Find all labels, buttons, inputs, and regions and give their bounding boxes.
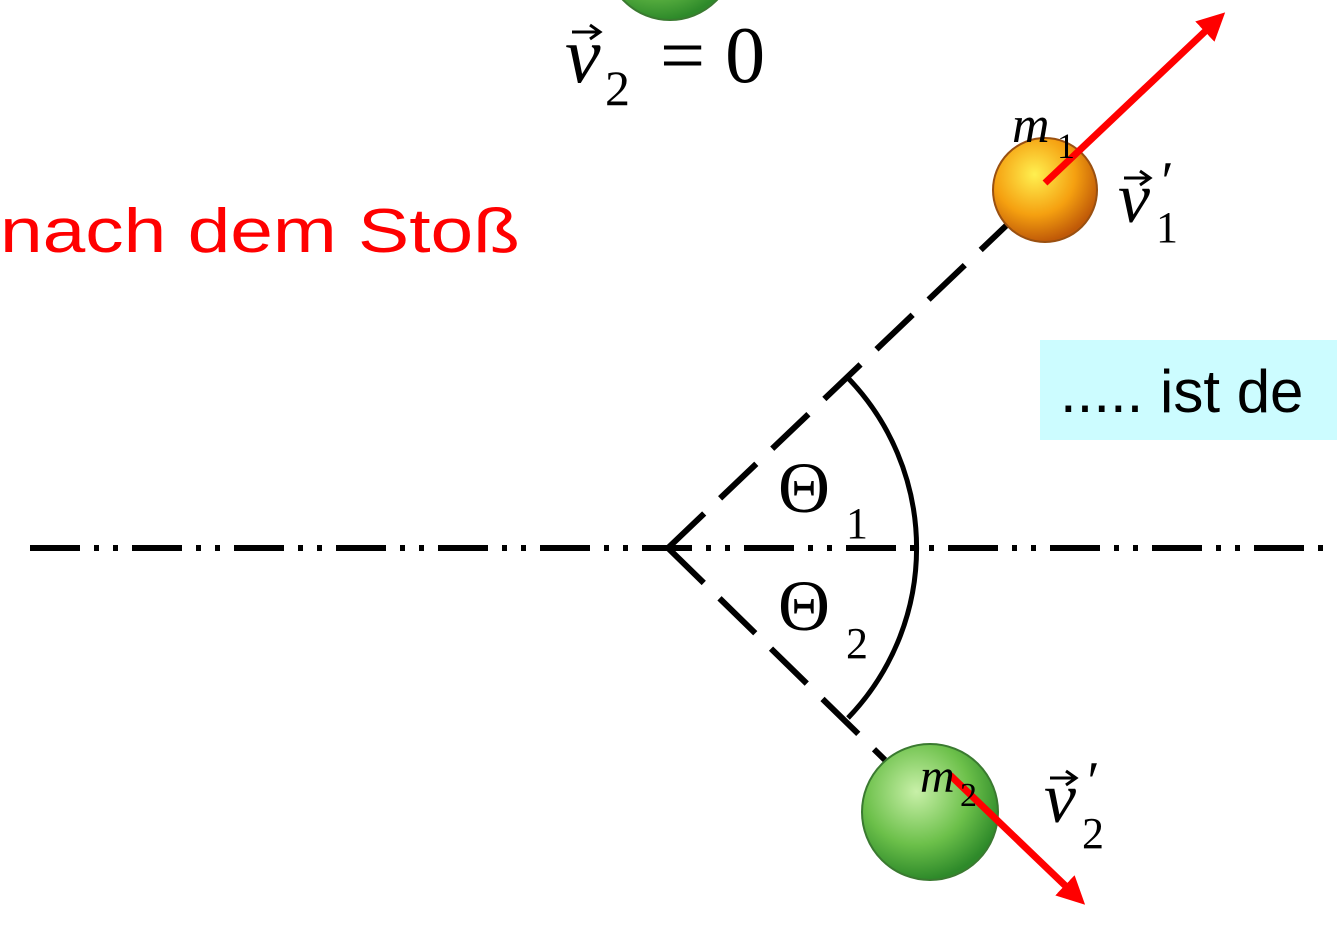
subscript: 1 — [1057, 126, 1075, 166]
symbol: Θ — [778, 448, 830, 528]
symbol: v — [565, 12, 601, 100]
heading: nach dem Stoß — [0, 197, 520, 266]
symbol: Θ — [778, 566, 830, 646]
subscript: 1 — [846, 499, 868, 548]
subscript: 2 — [960, 777, 977, 814]
diagram: ..... ist de nach dem Stoß v 2 = 0 m 1 v… — [0, 0, 1337, 931]
subscript: 2 — [605, 60, 630, 116]
equation: = 0 — [660, 12, 765, 100]
subscript: 1 — [1156, 203, 1178, 252]
symbol: v — [1044, 758, 1076, 838]
path-1 — [668, 222, 1010, 548]
subscript: 2 — [846, 619, 868, 668]
symbol: v — [1118, 158, 1150, 238]
prime: ′ — [1084, 751, 1097, 813]
symbol: m — [1012, 97, 1050, 154]
symbol: m — [920, 750, 955, 803]
callout-text: ..... ist de — [1060, 358, 1303, 425]
subscript: 2 — [1082, 809, 1104, 858]
